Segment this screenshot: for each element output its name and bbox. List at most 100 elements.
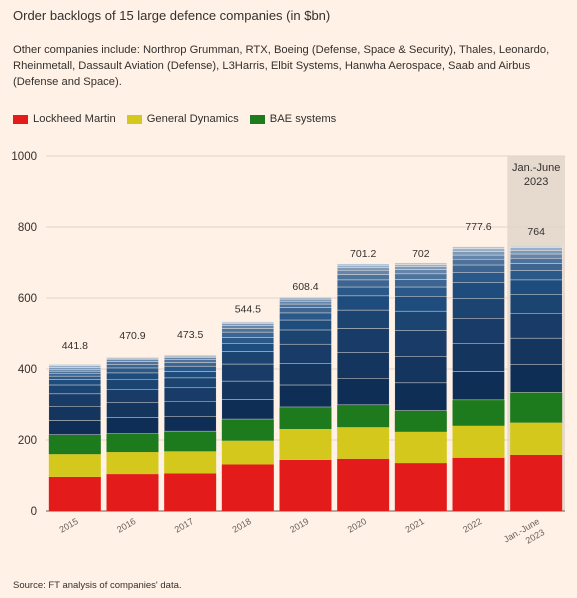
bar-segment: [221, 325, 275, 329]
bar-segment: [510, 422, 563, 455]
bar-segment: [106, 452, 159, 475]
chart-subtitle: Other companies include: Northrop Grumma…: [13, 44, 550, 88]
bar-segment: [509, 313, 563, 339]
bar-segment: [106, 389, 159, 403]
bar-segment: [279, 297, 332, 300]
highlight-annotation: 2023: [524, 176, 548, 188]
bar-segment: [336, 295, 390, 311]
bar-segment: [106, 474, 159, 511]
bar-segment: [106, 361, 159, 365]
legend-swatch-general-dynamics: [126, 114, 142, 124]
bar-segment: [279, 384, 332, 408]
bar-segment: [509, 279, 563, 296]
bar-segment: [106, 358, 159, 360]
data-label: 764: [527, 226, 545, 238]
bar-segment: [106, 372, 159, 380]
bar-segment: [279, 319, 332, 331]
bar-segment: [164, 473, 217, 511]
x-tick-label: 2015: [57, 516, 79, 535]
bar-segment: [279, 307, 332, 314]
bar-segment: [221, 380, 275, 400]
bar-segment: [106, 379, 159, 390]
bar-segment: [336, 378, 390, 406]
bar-segment: [337, 404, 390, 428]
x-tick-label: 2022: [461, 516, 483, 535]
bar-segment: [509, 263, 563, 271]
legend: Lockheed Martin General Dynamics BAE sys…: [13, 113, 347, 125]
bar-segment: [394, 410, 447, 432]
bar-segment: [336, 267, 390, 271]
bar-segment: [452, 254, 505, 260]
bar-segment: [394, 266, 448, 270]
bar-segment: [509, 245, 563, 248]
bar-segment: [279, 428, 332, 460]
bar-segment: [452, 318, 505, 344]
y-tick-label: 1000: [11, 151, 37, 163]
x-tick-label: 2021: [403, 516, 425, 535]
bar-segment: [163, 362, 217, 367]
legend-swatch-bae-systems: [249, 114, 265, 124]
bar-segment: [394, 382, 448, 411]
data-label: 608.4: [292, 281, 318, 293]
bar-segment: [452, 264, 505, 273]
bar-segment: [279, 343, 332, 364]
bar-segment: [394, 286, 448, 297]
bar-segment: [279, 303, 332, 308]
bar-segment: [48, 367, 102, 370]
bar-segment: [48, 364, 102, 367]
bar-segment: [452, 457, 505, 511]
bar-segment: [394, 264, 448, 267]
bar-segment: [221, 321, 275, 324]
bar-segment: [452, 259, 505, 266]
bar-segment: [48, 369, 102, 372]
bar-segment: [48, 454, 101, 477]
data-label: 702: [412, 248, 430, 260]
bar-segment: [221, 351, 275, 365]
bar-segment: [336, 270, 390, 275]
data-label: 777.6: [465, 221, 491, 233]
y-tick-label: 800: [18, 222, 37, 234]
x-tick-label: 2016: [115, 516, 137, 535]
bar-segment: [452, 399, 505, 426]
legend-label-lockheed-martin: Lockheed Martin: [33, 113, 116, 125]
bar-segment: [221, 464, 274, 511]
bar-segment: [106, 402, 159, 418]
legend-label-general-dynamics: General Dynamics: [146, 113, 239, 125]
bar-segment: [394, 279, 448, 288]
bar-segment: [279, 296, 332, 298]
bar-segment: [163, 371, 217, 379]
bar-segment: [337, 458, 390, 511]
legend-item-bae-systems: BAE systems: [249, 113, 336, 125]
bar-segment: [452, 246, 505, 249]
y-tick-label: 0: [31, 506, 37, 518]
bar-segment: [452, 343, 505, 372]
bar-segment: [509, 247, 563, 251]
bar-segment: [394, 273, 448, 280]
bar-segment: [163, 356, 217, 358]
bar-segment: [106, 417, 159, 434]
data-label: 470.9: [119, 330, 145, 342]
bar-segment: [48, 379, 102, 386]
bar-segment: [394, 310, 448, 331]
bar-segment: [336, 352, 390, 379]
legend-item-general-dynamics: General Dynamics: [126, 113, 239, 125]
x-tick-label: 2017: [173, 516, 195, 535]
bar-segment: [164, 451, 217, 474]
data-label: 701.2: [350, 248, 376, 260]
data-label: 544.5: [235, 304, 261, 316]
legend-swatch-lockheed-martin: [13, 114, 28, 124]
bar-segment: [279, 298, 332, 302]
bar-segment: [48, 420, 102, 435]
bar-segment: [394, 269, 448, 275]
bar-segment: [221, 337, 275, 344]
bar-segment: [164, 431, 217, 452]
bar-segment: [106, 356, 159, 358]
bar-segment: [337, 427, 390, 459]
bar-segment: [452, 272, 505, 283]
bar-segment: [163, 365, 217, 372]
highlight-annotation: Jan.-June: [512, 162, 560, 174]
bar-segment: [336, 279, 390, 288]
bar-segment: [48, 384, 102, 395]
bar-segment: [336, 274, 390, 281]
bar-segment: [221, 321, 275, 323]
